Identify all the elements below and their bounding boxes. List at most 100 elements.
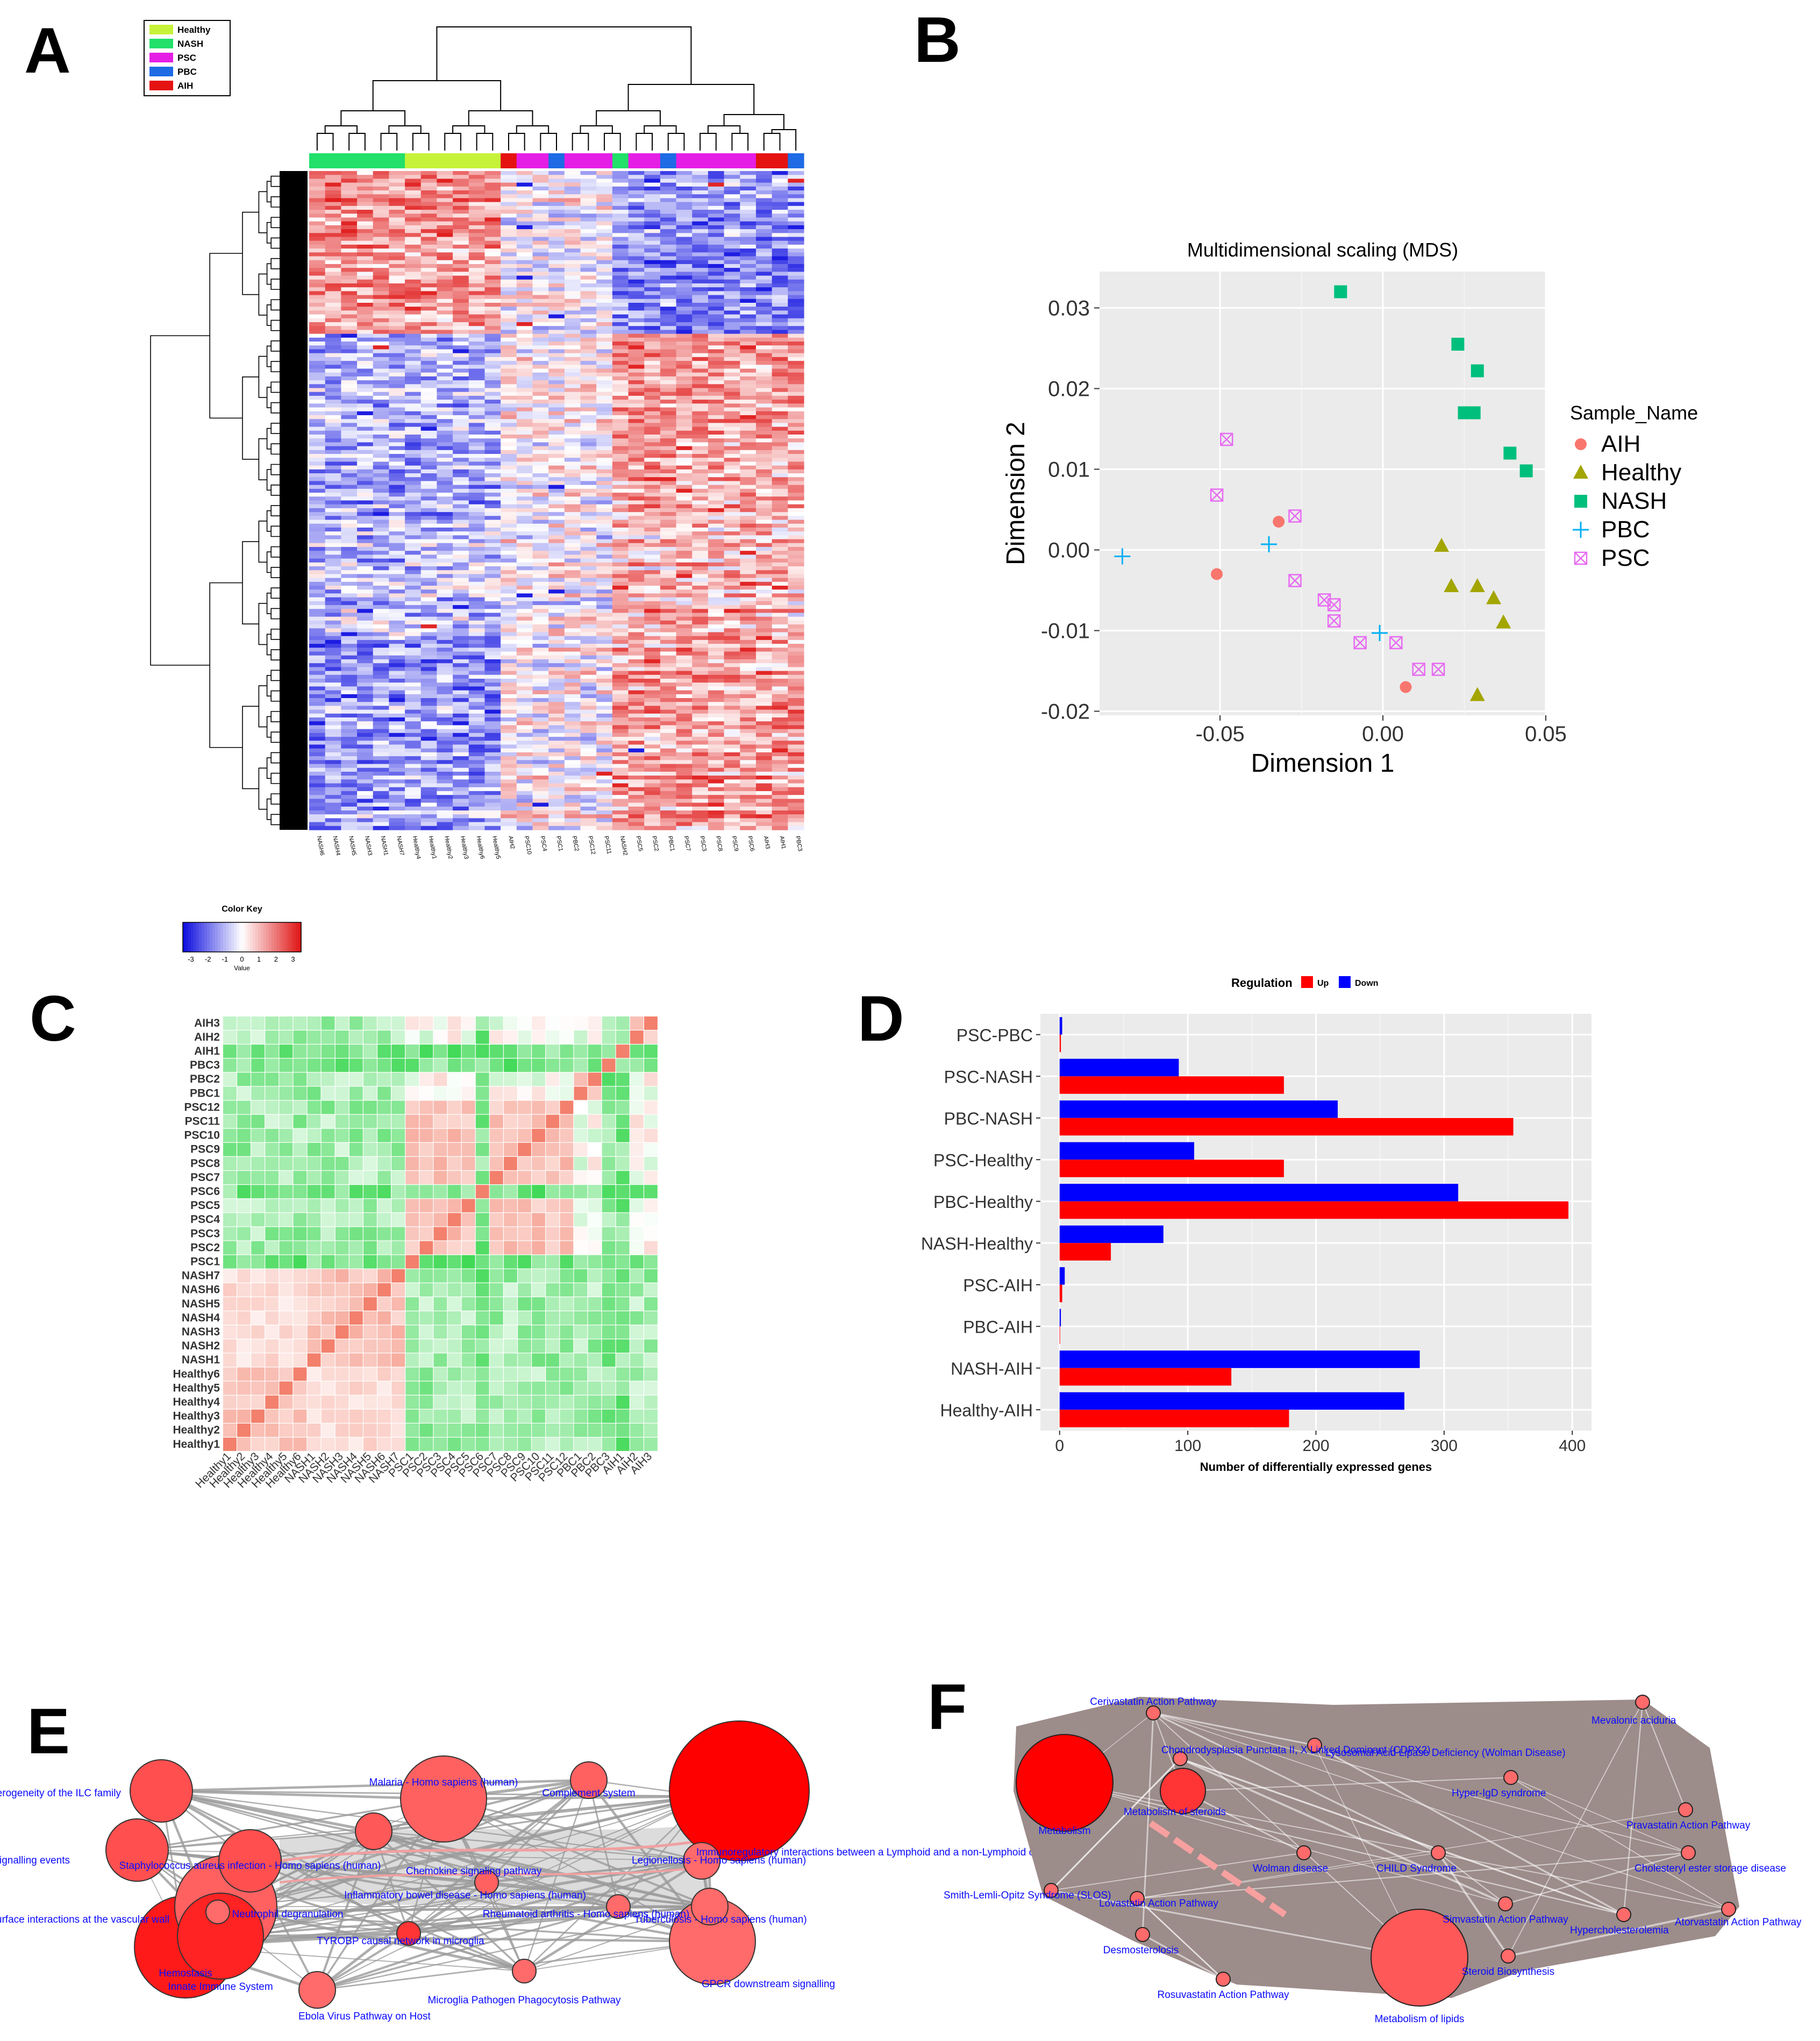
heat-cell [692,217,709,222]
heat-cell [468,298,486,303]
heat-cell [484,430,501,435]
heat-cell [437,725,453,730]
heat-cell [484,624,501,629]
heat-cell [532,682,549,687]
heat-cell [341,531,358,536]
heat-cell [708,179,725,183]
heat-cell [708,713,725,718]
heat-cell [788,446,804,451]
heat-cell [532,535,549,540]
heat-cell [532,686,549,691]
heat-cell [755,473,773,478]
heat-cell [484,771,501,776]
heat-cell [341,628,358,633]
heat-cell [420,682,438,687]
heat-cell [532,473,549,478]
heat-cell [532,240,549,245]
heat-cell [644,748,661,753]
heat-cell [755,512,773,516]
heat-cell [660,295,677,300]
heat-cell [612,771,629,776]
heat-cell [788,368,804,373]
heat-cell [373,353,389,358]
heat-cell [772,272,788,276]
heat-cell [676,713,693,718]
heat-cell [325,310,341,315]
heat-cell [341,605,358,609]
heat-cell [755,613,773,617]
heat-cell [755,194,773,199]
heat-cell [325,400,341,404]
heat-cell [644,698,661,702]
heat-cell [708,620,725,625]
heat-cell [580,574,597,579]
heat-cell [628,543,645,547]
heat-cell [373,562,389,567]
heat-cell [405,539,422,544]
heat-cell [580,493,597,497]
heat-cell [788,248,804,253]
heat-cell [628,326,645,331]
heat-cell [405,546,422,551]
heat-cell [740,333,756,338]
heat-cell [692,566,709,571]
heat-cell [724,748,740,753]
heat-cell [420,314,438,319]
heat-cell [692,546,709,551]
heat-cell [468,554,486,559]
heat-cell [564,694,581,699]
heat-cell [484,310,501,315]
heat-cell [564,624,581,629]
heat-cell [437,771,453,776]
heat-cell [501,578,517,582]
heat-cell [420,411,438,416]
heat-cell [580,589,597,594]
heat-cell [389,450,405,454]
heat-cell [484,663,501,667]
heat-cell [596,337,613,342]
heat-cell [501,171,517,175]
heat-cell [644,202,661,207]
heat-cell [357,458,374,463]
heat-cell [708,171,725,175]
heat-cell [373,256,389,261]
heat-cell [309,179,326,183]
heat-cell [644,380,661,385]
heat-cell [772,531,788,536]
heat-cell [644,636,661,641]
heat-cell [692,330,709,335]
heat-cell [580,419,597,423]
heat-cell [564,729,581,734]
heat-cell [389,539,405,544]
heat-cell [325,706,341,710]
heat-cell [692,442,709,447]
heat-cell [676,303,693,307]
heat-cell [309,298,326,303]
heat-cell [341,593,358,598]
heat-cell [692,655,709,660]
heat-cell [357,756,374,760]
heat-cell [676,337,693,342]
heat-cell [420,194,438,199]
heat-cell [564,508,581,513]
heat-cell [532,508,549,513]
heat-cell [357,233,374,238]
heat-cell [596,465,613,470]
heat-cell [501,283,517,288]
heat-cell [389,756,405,760]
heat-cell [484,198,501,203]
heat-cell [596,190,613,195]
heat-cell [516,504,533,509]
heat-cell [468,760,486,765]
heat-cell [373,275,389,280]
heat-cell [357,221,374,226]
heat-cell [484,384,501,389]
heat-cell [468,574,486,579]
heat-cell [389,353,405,358]
heat-cell [596,709,613,714]
heat-cell [755,671,773,675]
heat-cell [357,500,374,505]
heat-cell [501,380,517,385]
heat-cell [405,442,422,447]
heat-cell [501,717,517,722]
